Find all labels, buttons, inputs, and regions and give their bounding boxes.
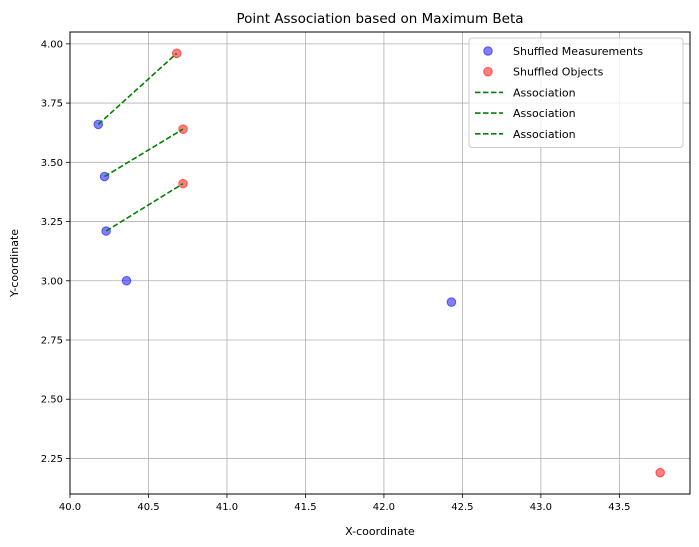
y-tick-label: 3.50: [41, 158, 63, 169]
legend-label: Shuffled Measurements: [513, 45, 643, 58]
x-tick-label: 40.0: [59, 502, 81, 513]
object-point: [171, 48, 182, 59]
legend-marker: [483, 46, 493, 56]
x-tick-label: 40.5: [137, 502, 159, 513]
x-tick-label: 43.0: [530, 502, 552, 513]
y-tick-label: 3.75: [41, 99, 63, 110]
association-line: [105, 182, 184, 232]
legend-label: Association: [513, 107, 576, 120]
legend-label: Association: [513, 128, 576, 141]
object-point: [655, 467, 665, 478]
legend-label: Association: [513, 86, 576, 99]
x-tick-label: 41.5: [294, 502, 316, 513]
x-tick-label: 43.5: [608, 502, 630, 513]
x-axis: 40.0 40.5 41.0 41.5 42.0 42.5 43.0 43.5: [59, 494, 630, 513]
association-line: [97, 52, 178, 125]
data-marks: [93, 48, 665, 478]
y-tick-label: 2.75: [41, 336, 63, 347]
y-axis-label: Y-coordinate: [8, 229, 21, 298]
x-tick-label: 42.0: [373, 502, 395, 513]
chart-title: Point Association based on Maximum Beta: [236, 11, 523, 27]
y-tick-label: 4.00: [41, 39, 63, 50]
legend-box: [468, 37, 684, 148]
measurement-point: [101, 226, 111, 236]
measurement-point: [121, 275, 132, 286]
legend-marker: [483, 66, 493, 77]
measurement-point: [446, 297, 457, 307]
y-tick-label: 2.25: [41, 454, 63, 465]
x-tick-label: 42.5: [451, 502, 473, 513]
y-axis: 2.25 2.50 2.75 3.00 3.25 3.50 3.75 4.00: [41, 39, 70, 465]
legend: Shuffled Measurements Shuffled Objects Ass…: [468, 37, 684, 148]
legend-label: Shuffled Objects: [513, 66, 604, 79]
x-axis-label: X-coordinate: [345, 525, 415, 538]
y-tick-label: 3.25: [41, 217, 63, 228]
y-tick-label: 2.50: [41, 395, 63, 406]
x-tick-label: 41.0: [216, 502, 238, 513]
association-line: [104, 128, 184, 178]
y-tick-label: 3.00: [41, 276, 63, 287]
plot-frame: [69, 31, 691, 495]
